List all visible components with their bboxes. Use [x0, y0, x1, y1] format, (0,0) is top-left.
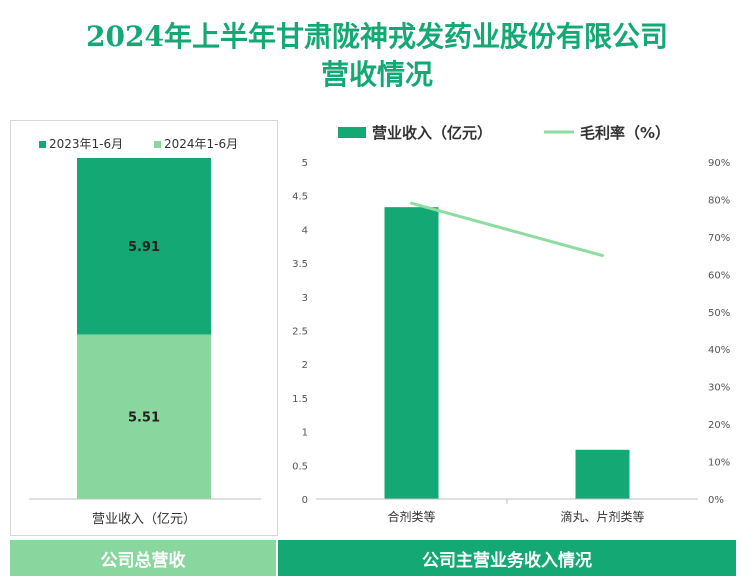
page-title: 2024年上半年甘肃陇神戎发药业股份有限公司 营收情况	[0, 18, 754, 94]
x-tick-label-0: 合剂类等	[387, 509, 435, 524]
footer-total-revenue-label: 公司总营收	[100, 550, 186, 571]
footer-main-business-label: 公司主营业务收入情况	[422, 550, 592, 571]
total-revenue-panel: 2023年1-6月 2024年1-6月 5.91 5.51 营业收入（亿元）	[10, 120, 278, 536]
legend-label: 2024年1-6月	[164, 137, 238, 151]
y-right-tick: 20%	[708, 420, 730, 431]
y-right-tick: 30%	[708, 383, 730, 394]
business-revenue-panel: 营业收入（亿元） 毛利率（%） 0 0.5 1 1.5 2 2.5 3 3.5 4 4.5 5 0% 10%…	[282, 120, 738, 534]
x-tick-label: 营业收入（亿元）	[92, 512, 196, 527]
y-left-tick: 3	[302, 293, 308, 304]
title-line-1: 2024年上半年甘肃陇神戎发药业股份有限公司	[86, 20, 668, 53]
title-line-2: 营收情况	[320, 58, 433, 91]
data-label-2023: 5.91	[128, 240, 160, 255]
data-label-2024: 5.51	[128, 411, 160, 426]
legend-swatch	[39, 141, 46, 148]
bar-revenue-1	[575, 449, 630, 499]
legend-swatch	[154, 141, 161, 148]
y-left-tick: 0.5	[292, 461, 308, 472]
footer-total-revenue: 公司总营收	[10, 540, 276, 576]
y-left-tick: 4.5	[292, 192, 308, 203]
y-left-tick: 5	[302, 158, 308, 169]
bar-2024-h1	[77, 334, 211, 499]
footer-main-business: 公司主营业务收入情况	[278, 540, 736, 576]
y-left-tick: 0	[302, 495, 308, 506]
y-right-tick: 70%	[708, 233, 730, 244]
legend-swatch-revenue	[338, 127, 366, 138]
business-revenue-chart: 营业收入（亿元） 毛利率（%）00.511.522.533.544.550%10%…	[292, 124, 730, 524]
x-tick-label-1: 滴丸、片剂类等	[560, 509, 644, 524]
y-right-tick: 90%	[708, 158, 730, 169]
y-right-tick: 0%	[708, 495, 724, 506]
y-left-tick: 3.5	[292, 259, 308, 270]
bar-2023-h1	[77, 158, 211, 335]
y-left-tick: 1	[302, 428, 308, 439]
total-revenue-chart: 2023年1-6月 2024年1-6月 5.91 5.51 营业收入（亿元）	[29, 137, 261, 527]
y-left-tick: 4	[302, 225, 308, 236]
y-right-tick: 10%	[708, 458, 730, 469]
legend-label-margin: 毛利率（%）	[580, 124, 670, 142]
y-left-tick: 2.5	[292, 327, 308, 338]
y-right-tick: 60%	[708, 270, 730, 281]
legend-label-revenue: 营业收入（亿元）	[372, 124, 492, 142]
y-left-tick: 2	[302, 360, 308, 371]
legend-label: 2023年1-6月	[49, 137, 123, 151]
y-right-tick: 50%	[708, 308, 730, 319]
line-gross-margin	[410, 201, 604, 258]
y-left-tick: 1.5	[292, 394, 308, 405]
y-right-tick: 40%	[708, 345, 730, 356]
y-right-tick: 80%	[708, 195, 730, 206]
bar-revenue-0	[384, 207, 439, 499]
